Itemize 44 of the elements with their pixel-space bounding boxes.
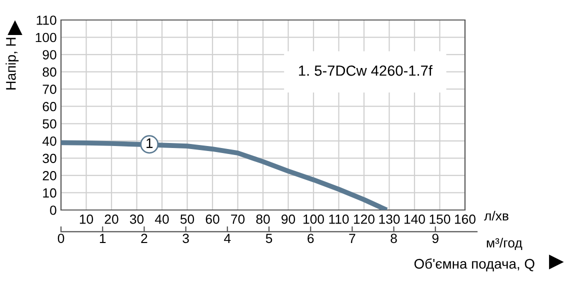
x2-tick-label: 2 [141, 234, 148, 243]
y-tick-label: 30 [42, 154, 56, 164]
x2-tick-label: 7 [349, 234, 356, 243]
x2-tick-label: 4 [224, 234, 231, 243]
x-tick-label: 140 [404, 214, 425, 224]
y-tick-label: 20 [42, 171, 56, 180]
x-tick-label: 30 [130, 214, 144, 224]
y-tick-label: 100 [36, 32, 56, 42]
x2-tick-label: 6 [308, 234, 314, 244]
x-tick-label: 110 [329, 214, 349, 224]
x-tick-label: 70 [231, 214, 245, 224]
y-tick-label: 110 [36, 16, 56, 25]
x-tick-label: 100 [304, 214, 324, 224]
y-tick-label: 80 [42, 67, 56, 77]
text: л/хв [484, 210, 508, 221]
x-tick-label: 130 [379, 214, 400, 224]
y-tick-label: 10 [43, 188, 56, 198]
x-tick-label: 80 [256, 214, 270, 224]
x2-axis-title: м³/год [486, 238, 522, 250]
x-tick-label: 60 [206, 214, 220, 224]
x2-tick-label: 9 [432, 234, 438, 244]
x2-tick-label: 3 [182, 234, 189, 244]
x-tick-label: 160 [455, 214, 476, 224]
x2-tick-label: 8 [390, 234, 397, 244]
x-tick-label: 50 [180, 214, 194, 224]
annotation: 1 [146, 138, 153, 148]
y-tick-label: 70 [42, 84, 56, 94]
x-tick-label: 10 [80, 214, 94, 224]
y-tick-label: 0 [50, 206, 56, 215]
x-tick-label: 90 [282, 214, 296, 224]
y-tick-label: 50 [42, 119, 56, 129]
y-axis-title: Напір, H [6, 38, 19, 90]
x-tick-label: 20 [104, 214, 118, 224]
y-tick-label: 40 [42, 136, 56, 146]
x-tick-label: 150 [430, 214, 450, 224]
x2-tick-label: 1 [100, 234, 106, 243]
x-axis-title: Об'ємна подача, Q [414, 258, 534, 272]
y-tick-label: 60 [42, 102, 56, 112]
y-tick-label: 90 [42, 50, 56, 60]
x-tick-label: 120 [354, 214, 374, 224]
text: 1. 5-7DCw 4260-1.7f [299, 65, 432, 76]
x2-tick-label: 0 [58, 234, 64, 244]
x-tick-label: 40 [154, 214, 169, 224]
x2-tick-label: 5 [266, 234, 272, 244]
